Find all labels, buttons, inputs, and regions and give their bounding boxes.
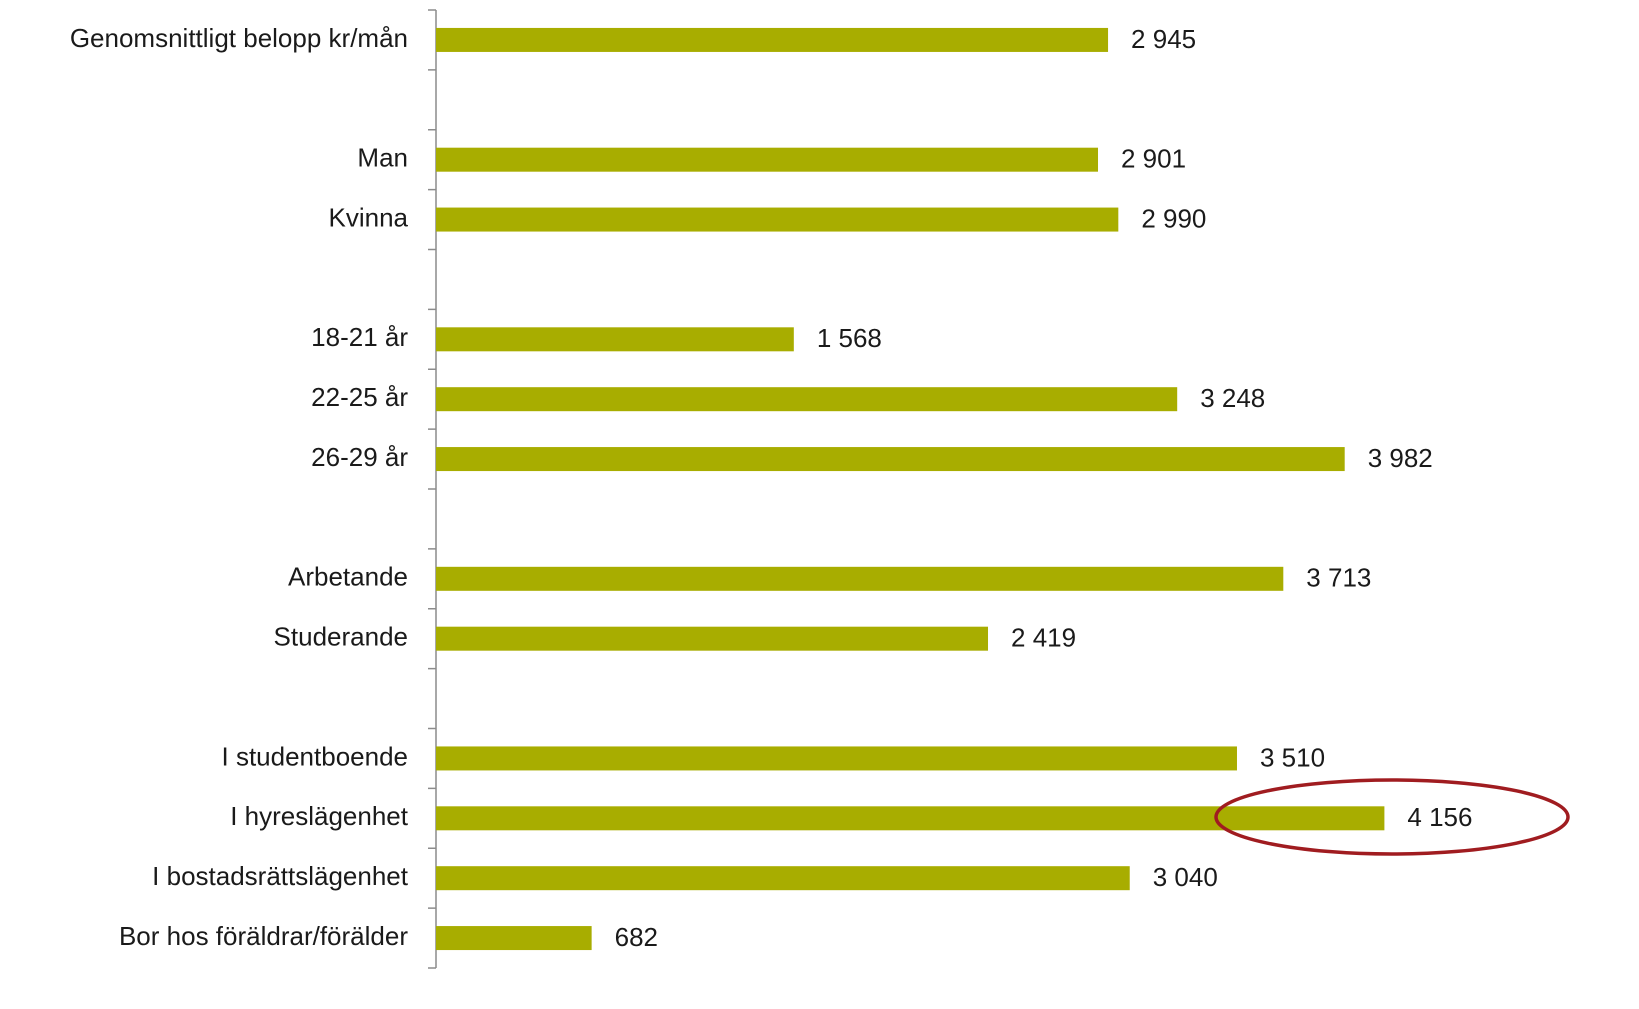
bar [436, 566, 1284, 591]
bar [436, 746, 1237, 771]
value-label: 3 713 [1306, 563, 1371, 593]
value-label: 3 248 [1200, 383, 1265, 413]
value-label: 2 901 [1121, 144, 1186, 174]
bar [436, 327, 794, 352]
value-label: 2 945 [1131, 24, 1196, 54]
bar [436, 207, 1119, 232]
y-tick-label: 18-21 år [311, 322, 408, 352]
value-label: 2 990 [1141, 203, 1206, 233]
y-tick-label: 26-29 år [311, 442, 408, 472]
bar [436, 447, 1345, 472]
y-tick-label: I bostadsrättslägenhet [152, 861, 409, 891]
y-tick-label: Arbetande [288, 562, 408, 592]
y-tick-label: Kvinna [329, 202, 409, 232]
highlight-ellipse [1214, 778, 1570, 856]
bar [436, 806, 1385, 831]
y-tick-label: I studentboende [222, 741, 409, 771]
bar [436, 27, 1109, 52]
bar [436, 387, 1178, 412]
value-label: 682 [615, 922, 658, 952]
bar [436, 926, 592, 951]
value-label: 3 982 [1368, 443, 1433, 473]
y-tick-label: Bor hos föräldrar/förälder [119, 921, 408, 951]
value-label: 4 156 [1407, 802, 1472, 832]
bar [436, 147, 1099, 172]
value-label: 3 510 [1260, 742, 1325, 772]
bar [436, 866, 1130, 891]
y-tick-label: Studerande [274, 622, 408, 652]
y-tick-label: Man [357, 143, 408, 173]
value-label: 1 568 [817, 323, 882, 353]
y-tick-label: 22-25 år [311, 382, 408, 412]
value-label: 3 040 [1153, 862, 1218, 892]
y-tick-label: Genomsnittligt belopp kr/mån [70, 23, 408, 53]
value-label: 2 419 [1011, 623, 1076, 653]
y-tick-label: I hyreslägenhet [230, 801, 409, 831]
bar [436, 626, 989, 651]
